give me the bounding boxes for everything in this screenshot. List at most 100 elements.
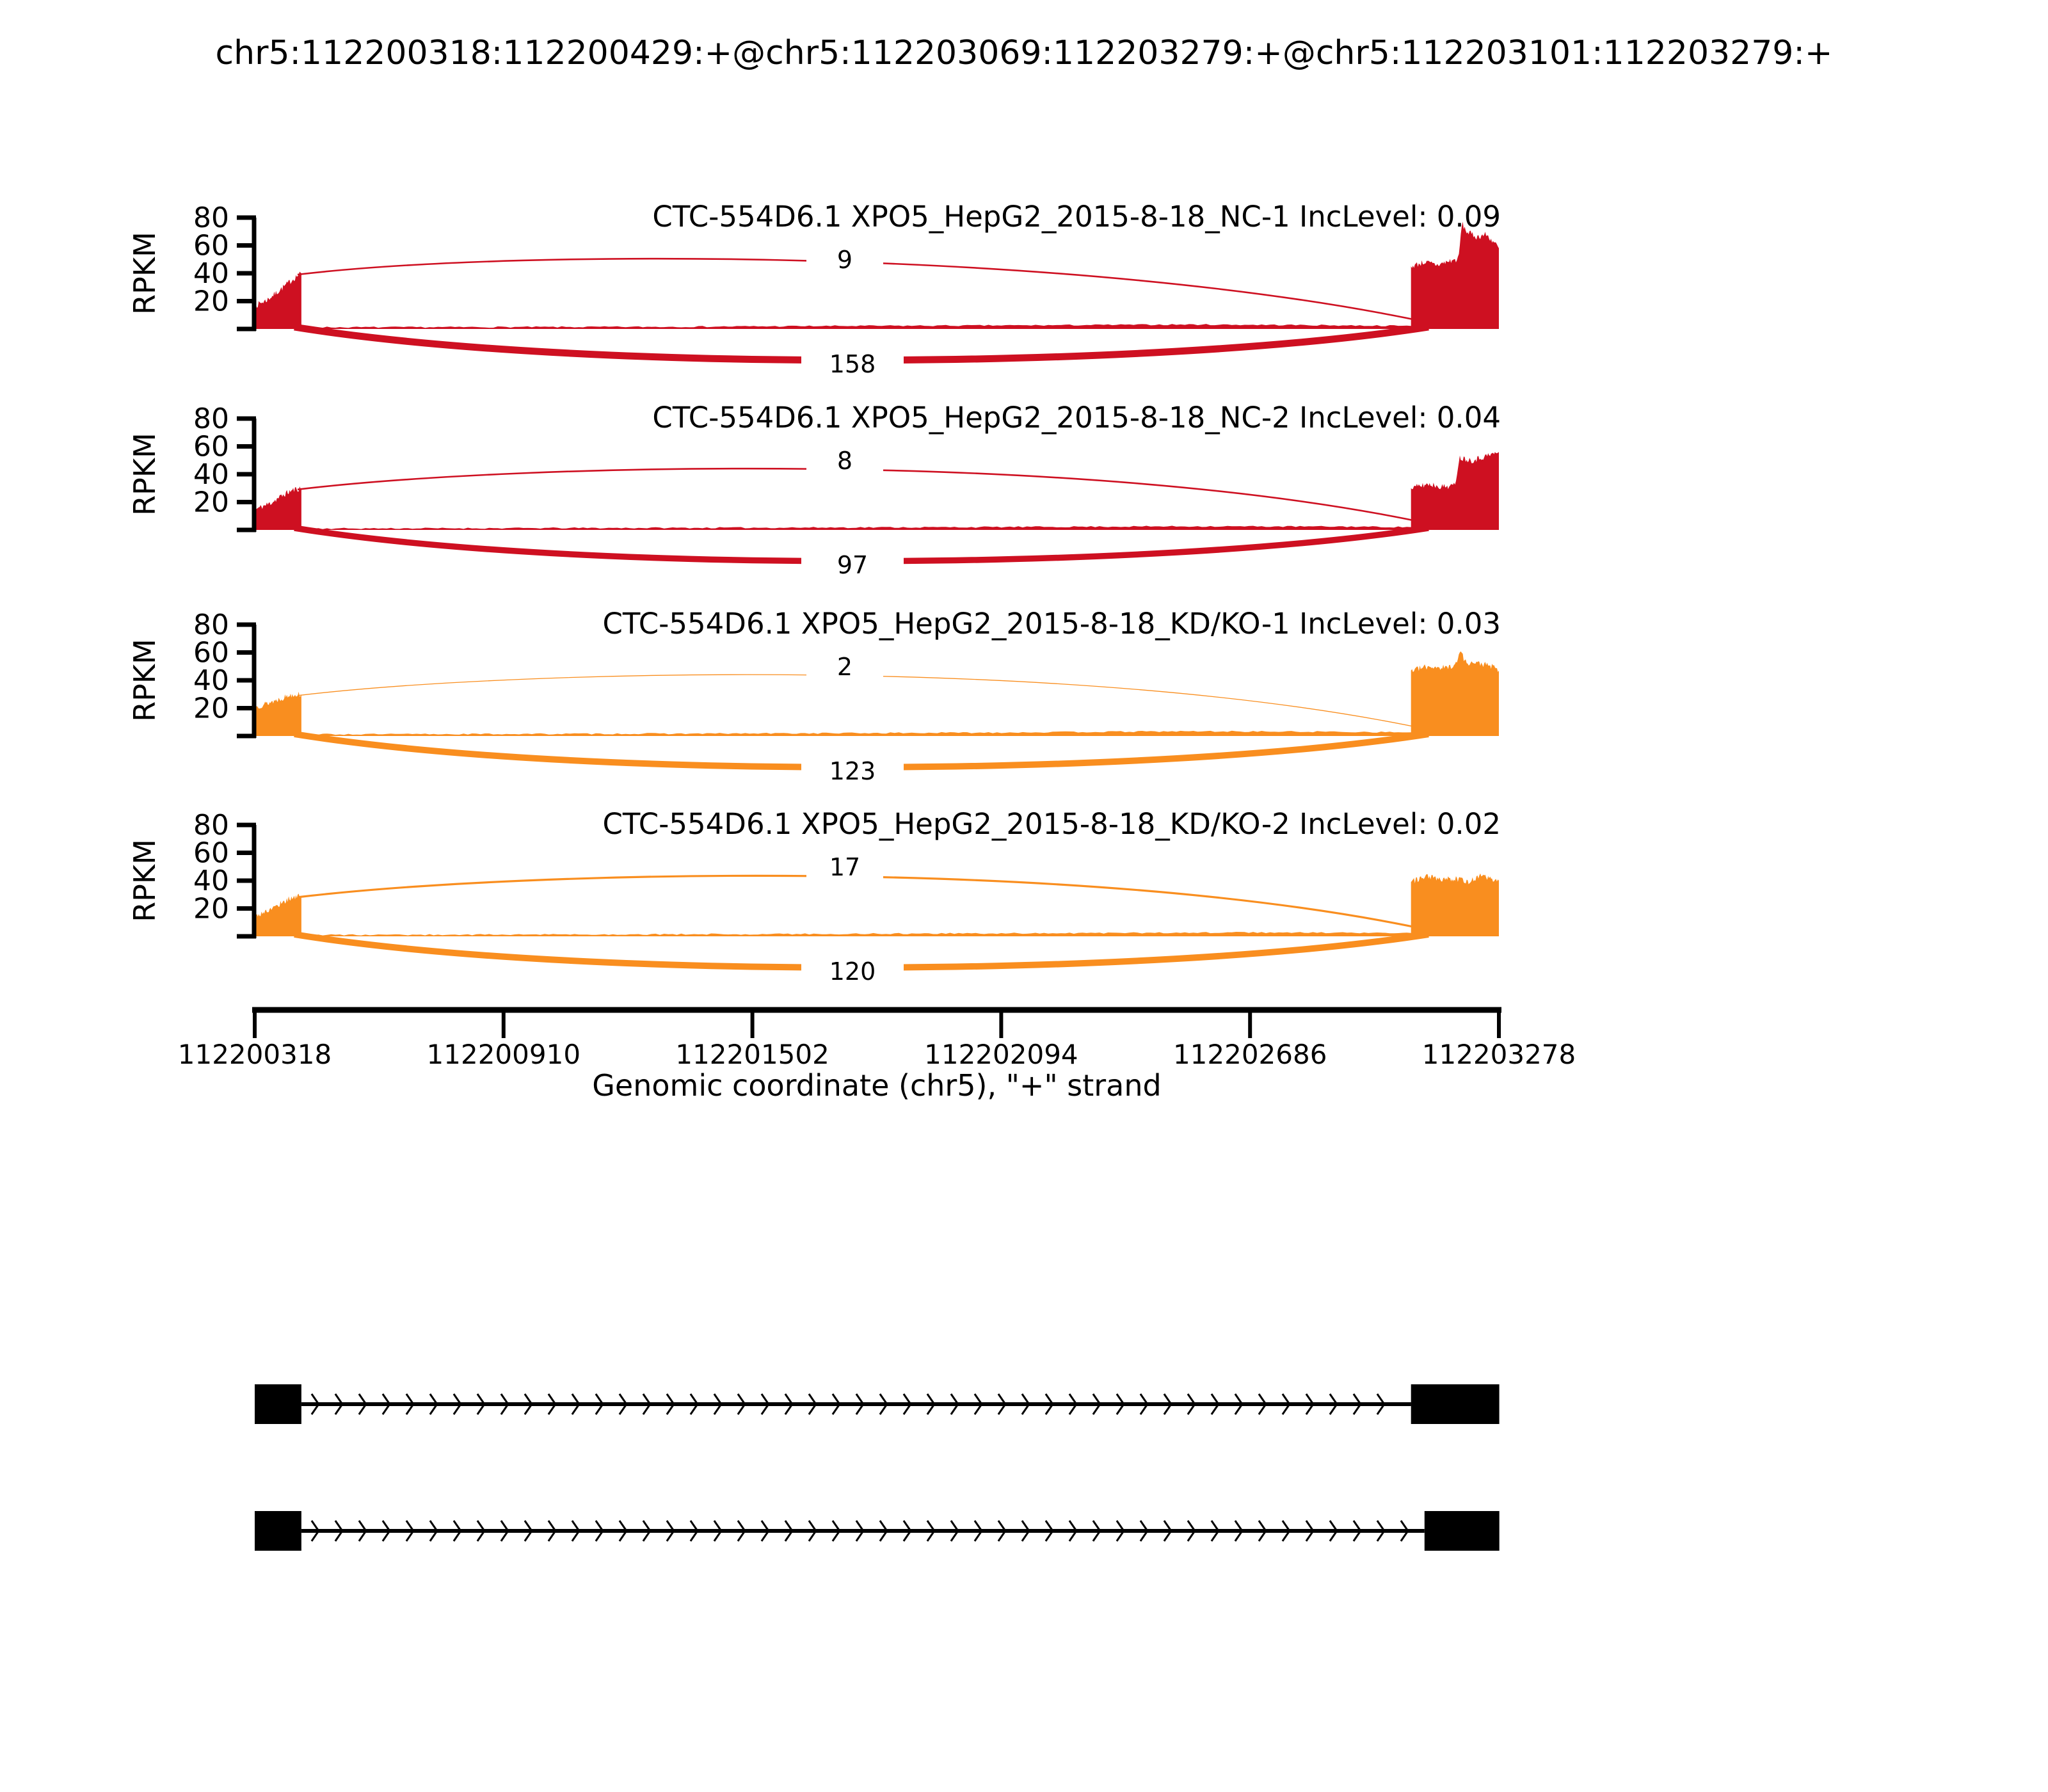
- junction-count-bottom: 158: [829, 350, 876, 378]
- strand-arrow: [452, 1393, 462, 1415]
- strand-arrow: [1021, 1393, 1030, 1415]
- strand-arrow: [1305, 1393, 1315, 1415]
- strand-arrow: [1044, 1393, 1054, 1415]
- strand-arrow: [808, 1520, 817, 1542]
- rpkm-axis-label: RPKM: [127, 433, 162, 516]
- strand-arrow: [879, 1393, 888, 1415]
- strand-arrow: [973, 1393, 983, 1415]
- strand-arrow: [737, 1520, 746, 1542]
- strand-arrow: [1352, 1393, 1362, 1415]
- strand-arrow: [689, 1520, 699, 1542]
- junction-count-top: 8: [837, 447, 852, 475]
- strand-arrow: [879, 1520, 888, 1542]
- strand-arrow: [1329, 1393, 1338, 1415]
- track-1-title: CTC-554D6.1 XPO5_HepG2_2015-8-18_NC-1 In…: [652, 200, 1501, 234]
- strand-arrow: [1116, 1520, 1125, 1542]
- strand-arrow: [902, 1393, 912, 1415]
- strand-arrow: [618, 1393, 628, 1415]
- strand-arrow: [1210, 1520, 1220, 1542]
- strand-arrow: [500, 1520, 509, 1542]
- junction-label-bbox: [801, 756, 904, 787]
- y-axis-track-2: [237, 416, 257, 532]
- x-axis: 112200318 112200910 112201502 112202094 1122…: [178, 1007, 1576, 1070]
- y-axis-track-1: [237, 215, 257, 332]
- strand-arrow: [1139, 1393, 1149, 1415]
- strand-arrow: [500, 1393, 509, 1415]
- junction-count-bottom: 97: [837, 551, 868, 579]
- strand-arrow: [926, 1520, 936, 1542]
- strand-arrow: [689, 1393, 699, 1415]
- x-tick-label: 112200910: [427, 1039, 581, 1070]
- strand-arrow: [1068, 1520, 1078, 1542]
- track-1-coverage: [256, 221, 1499, 329]
- y-tick-label: 80: [193, 809, 229, 842]
- strand-arrow: [618, 1520, 628, 1542]
- strand-arrow: [1258, 1393, 1267, 1415]
- strand-arrow: [950, 1393, 959, 1415]
- y-tick-label: 40: [193, 865, 229, 897]
- strand-arrow: [950, 1520, 959, 1542]
- strand-arrow: [524, 1393, 533, 1415]
- strand-arrow: [1258, 1520, 1267, 1542]
- strand-arrow: [1163, 1520, 1172, 1542]
- y-tick-label: 20: [193, 692, 229, 725]
- strand-arrow: [1068, 1393, 1078, 1415]
- strand-arrow: [571, 1520, 580, 1542]
- junction-count-bottom: 120: [829, 957, 876, 986]
- strand-arrow: [1400, 1520, 1409, 1542]
- strand-arrow: [381, 1520, 391, 1542]
- y-tick-label: 80: [193, 403, 229, 435]
- isoform-2-exon: [255, 1511, 301, 1551]
- strand-arrow: [1116, 1393, 1125, 1415]
- strand-arrow: [855, 1393, 865, 1415]
- strand-arrow: [1021, 1520, 1030, 1542]
- strand-arrow: [1044, 1520, 1054, 1542]
- strand-arrow: [429, 1520, 438, 1542]
- strand-arrow: [334, 1520, 344, 1542]
- junction-count-top: 17: [829, 853, 860, 881]
- strand-arrow: [737, 1393, 746, 1415]
- strand-arrow: [310, 1393, 320, 1415]
- strand-arrow: [902, 1520, 912, 1542]
- strand-arrow: [855, 1520, 865, 1542]
- strand-arrow: [642, 1520, 652, 1542]
- strand-arrow: [831, 1393, 841, 1415]
- strand-arrow: [1187, 1393, 1196, 1415]
- strand-arrow: [784, 1393, 794, 1415]
- y-tick-label: 40: [193, 257, 229, 290]
- strand-arrow: [973, 1520, 983, 1542]
- strand-arrow: [595, 1520, 604, 1542]
- y-tick-label: 20: [193, 486, 229, 519]
- junction-label-bbox: [806, 446, 883, 476]
- x-tick-label: 112202686: [1173, 1039, 1327, 1070]
- x-tick-label: 112200318: [178, 1039, 332, 1070]
- strand-arrow: [1163, 1393, 1172, 1415]
- rpkm-axis-label: RPKM: [127, 232, 162, 315]
- strand-arrow: [429, 1393, 438, 1415]
- strand-arrow: [997, 1520, 1007, 1542]
- strand-arrow: [1187, 1520, 1196, 1542]
- x-tick-label: 112203278: [1422, 1039, 1576, 1070]
- track-2-junction-arc-inclusion: [297, 467, 1429, 525]
- isoform-1: [255, 1384, 1500, 1424]
- y-tick-label: 80: [193, 202, 229, 234]
- strand-arrow: [1376, 1520, 1386, 1542]
- junction-count-top: 9: [837, 246, 852, 274]
- y-tick-label: 80: [193, 609, 229, 641]
- strand-arrow: [571, 1393, 580, 1415]
- strand-arrow: [358, 1393, 367, 1415]
- x-tick-label: 112202094: [924, 1039, 1078, 1070]
- strand-arrow: [358, 1520, 367, 1542]
- track-4-coverage: [256, 873, 1499, 936]
- strand-arrow: [310, 1520, 320, 1542]
- junction-label-bbox: [806, 245, 883, 275]
- strand-arrow: [760, 1393, 770, 1415]
- strand-arrow: [1281, 1393, 1291, 1415]
- strand-arrow: [1092, 1393, 1101, 1415]
- y-tick-label: 40: [193, 664, 229, 697]
